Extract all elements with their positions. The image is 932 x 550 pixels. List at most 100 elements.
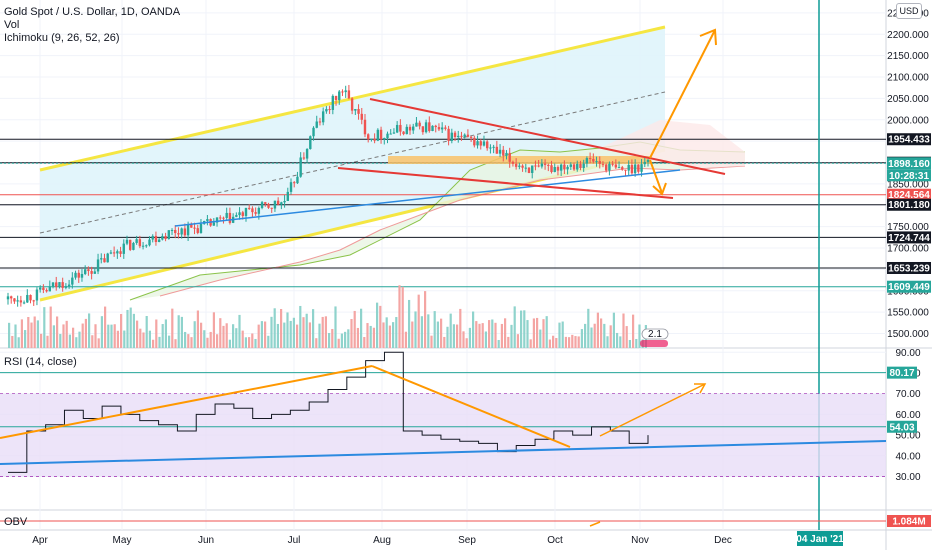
- candle-body: [312, 127, 315, 137]
- volume-bar: [238, 314, 241, 348]
- time-axis-tick: Oct: [547, 535, 563, 546]
- volume-bar: [120, 313, 123, 348]
- candle-body: [344, 90, 347, 93]
- candle-body: [80, 274, 84, 278]
- volume-bar: [8, 322, 11, 348]
- volume-bar: [443, 336, 446, 348]
- volume-bar: [123, 330, 126, 348]
- volume-bar: [558, 322, 561, 348]
- currency-button[interactable]: USD: [896, 3, 922, 19]
- volume-bar: [292, 317, 295, 348]
- candle-body: [453, 132, 457, 138]
- volume-bar: [129, 307, 132, 348]
- candle-body: [206, 219, 209, 222]
- volume-bar: [523, 310, 526, 348]
- volume-bar: [27, 316, 30, 348]
- candle-body: [502, 149, 505, 156]
- candle-body: [624, 169, 627, 171]
- ichimoku-indicator-label[interactable]: Ichimoku (9, 26, 52, 26): [4, 32, 120, 44]
- candle-body: [328, 109, 331, 111]
- volume-bar: [619, 336, 622, 348]
- price-axis-tick: 1850.000: [887, 179, 929, 190]
- volume-bar: [491, 319, 494, 348]
- candle-body: [71, 277, 74, 285]
- time-label-box: [797, 531, 843, 546]
- candle-body: [129, 239, 132, 250]
- volume-bar: [164, 319, 167, 348]
- price-label: 1801.180: [888, 200, 930, 211]
- candle-body: [55, 282, 58, 288]
- candle-body: [119, 251, 122, 254]
- candle-body: [553, 167, 556, 172]
- candle-body: [325, 109, 328, 112]
- volume-bar: [283, 322, 286, 348]
- candle-body: [186, 223, 190, 236]
- candle-body: [77, 272, 80, 278]
- price-label-box: [887, 169, 931, 182]
- candle-body: [283, 200, 286, 203]
- volume-bar: [270, 316, 273, 348]
- candle-body: [331, 95, 335, 110]
- volume-bar: [350, 319, 353, 348]
- candle-body: [22, 302, 26, 304]
- candle-body: [183, 228, 187, 236]
- rsi-label-box: [887, 366, 917, 379]
- volume-bar: [152, 339, 155, 348]
- volume-bar: [43, 307, 46, 348]
- candle-body: [280, 202, 283, 205]
- volume-bars: [8, 285, 647, 348]
- volume-bar: [312, 309, 315, 348]
- projection-down-arrowhead: [652, 182, 667, 196]
- support-zone: [388, 156, 650, 164]
- candle-body: [383, 138, 386, 140]
- candle-body: [376, 129, 380, 141]
- volume-bar: [542, 319, 545, 348]
- projection-down-line: [649, 159, 663, 194]
- candle-body: [473, 137, 476, 146]
- candle-body: [521, 165, 524, 168]
- vol-indicator-label[interactable]: Vol: [4, 19, 20, 31]
- obv-indicator-label[interactable]: OBV: [4, 516, 28, 528]
- candle-body: [627, 164, 630, 171]
- candle-body: [228, 212, 232, 223]
- candle-body: [505, 152, 508, 156]
- volume-bar: [46, 335, 49, 348]
- volume-bar: [548, 339, 551, 348]
- volume-bar: [552, 335, 555, 348]
- volume-bar: [478, 323, 481, 348]
- candle-body: [588, 158, 592, 160]
- candle-body: [145, 245, 148, 247]
- volume-bar: [248, 337, 251, 348]
- candle-body: [511, 161, 515, 164]
- candle-body: [151, 235, 154, 240]
- volume-bar: [209, 331, 212, 348]
- volume-bar: [257, 324, 260, 348]
- candle-body: [338, 91, 341, 101]
- candle-body: [106, 253, 109, 263]
- volume-bar: [628, 339, 631, 348]
- volume-bar: [280, 308, 283, 348]
- candle-body: [32, 300, 35, 302]
- volume-bar: [331, 328, 334, 348]
- candle-body: [296, 176, 299, 184]
- volume-bar: [244, 337, 247, 348]
- candle-body: [293, 182, 296, 184]
- volume-bar: [136, 320, 139, 348]
- volume-bar: [97, 338, 100, 348]
- volume-bar: [414, 311, 417, 348]
- rsi-indicator-label[interactable]: RSI (14, close): [4, 356, 77, 368]
- candle-body: [395, 124, 399, 133]
- candle-body: [598, 161, 601, 164]
- volume-bar: [126, 309, 129, 348]
- volume-bar: [532, 318, 535, 348]
- candle-body: [35, 289, 39, 301]
- candle-body: [112, 252, 116, 254]
- volume-bar: [510, 324, 513, 348]
- candle-body: [167, 230, 171, 239]
- volume-bar: [219, 318, 222, 348]
- candle-body: [238, 212, 241, 216]
- blue-trendline: [174, 169, 681, 227]
- volume-bar: [65, 320, 68, 348]
- candle-body: [444, 127, 447, 129]
